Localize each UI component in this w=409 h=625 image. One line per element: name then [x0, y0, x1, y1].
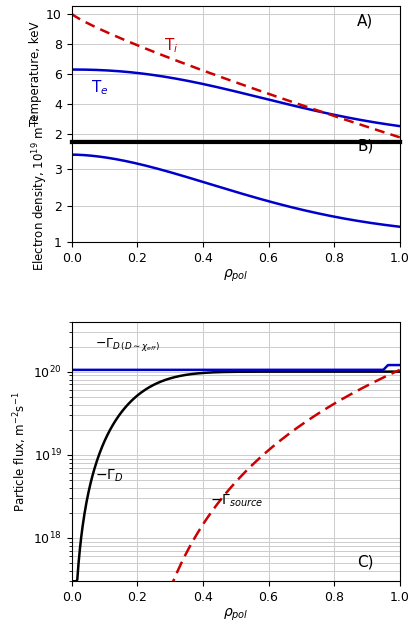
- Text: $-\Gamma_{D\,(D\sim\chi_{eff})}$: $-\Gamma_{D\,(D\sim\chi_{eff})}$: [94, 336, 159, 352]
- Text: T$_e$: T$_e$: [91, 78, 109, 97]
- Text: A): A): [356, 14, 373, 29]
- Y-axis label: Particle flux, m$^{-2}$s$^{-1}$: Particle flux, m$^{-2}$s$^{-1}$: [11, 391, 29, 512]
- Text: C): C): [356, 554, 373, 569]
- Text: T$_i$: T$_i$: [163, 36, 178, 54]
- X-axis label: $\rho_{pol}$: $\rho_{pol}$: [222, 607, 248, 623]
- X-axis label: $\rho_{pol}$: $\rho_{pol}$: [222, 268, 248, 284]
- Y-axis label: Temperature, keV: Temperature, keV: [29, 22, 42, 126]
- Y-axis label: Electron density, 10$^{19}$ m$^{-3}$: Electron density, 10$^{19}$ m$^{-3}$: [30, 113, 50, 271]
- Text: $-\Gamma_{source}$: $-\Gamma_{source}$: [209, 492, 263, 509]
- Text: B): B): [356, 138, 373, 153]
- Text: $-\Gamma_D$: $-\Gamma_D$: [94, 468, 123, 484]
